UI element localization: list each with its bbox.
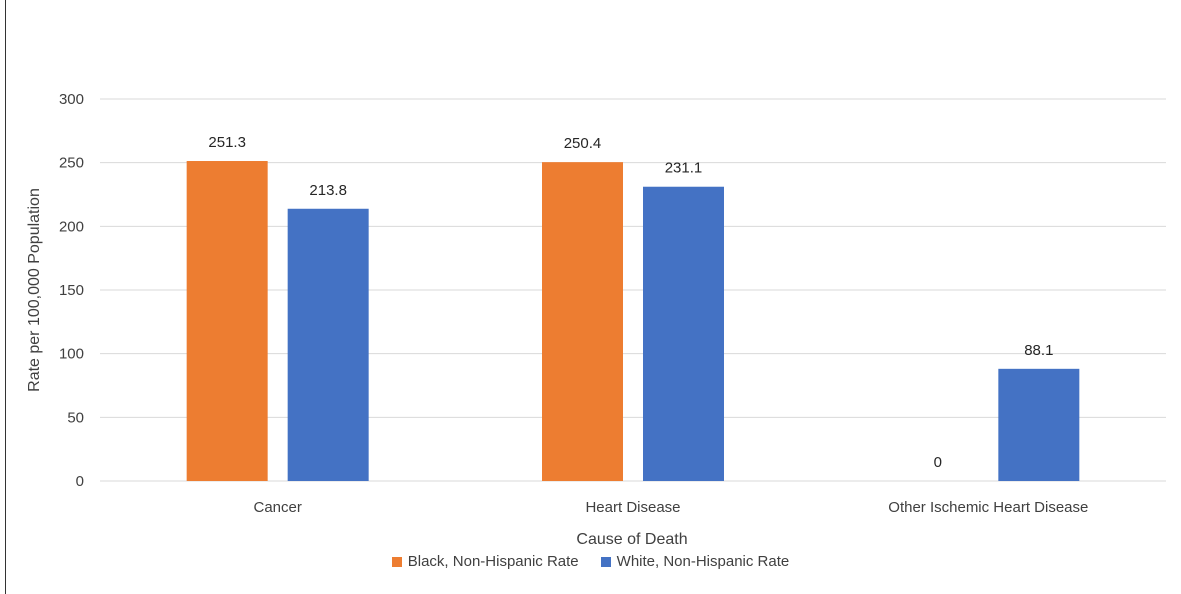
data-label: 250.4 xyxy=(564,135,602,152)
data-label: 88.1 xyxy=(1024,342,1053,359)
y-tick-label: 100 xyxy=(59,346,84,363)
y-tick-label: 300 xyxy=(59,91,84,108)
x-tick-label: Heart Disease xyxy=(585,499,680,516)
x-tick-label: Other Ischemic Heart Disease xyxy=(888,499,1088,516)
y-tick-label: 50 xyxy=(67,409,84,426)
legend-label-black: Black, Non-Hispanic Rate xyxy=(407,553,579,570)
x-tick-label: Cancer xyxy=(253,499,301,516)
legend-label-white: White, Non-Hispanic Rate xyxy=(616,553,790,570)
data-label: 0 xyxy=(934,454,942,471)
y-tick-label: 150 xyxy=(59,282,84,299)
y-tick-labels: 0 50 100 150 200 250 300 xyxy=(59,91,84,490)
y-tick-label: 200 xyxy=(59,218,84,235)
data-label: 213.8 xyxy=(309,182,347,199)
bar xyxy=(998,368,1080,481)
left-border-line xyxy=(5,0,6,594)
bar xyxy=(643,186,724,481)
legend-item-black: Black, Non-Hispanic Rate xyxy=(391,553,579,570)
bar xyxy=(186,161,268,481)
y-tick-label: 250 xyxy=(59,155,84,172)
gridlines xyxy=(100,98,1166,482)
legend-item-white: White, Non-Hispanic Rate xyxy=(600,553,790,570)
legend-swatch-white xyxy=(600,556,611,567)
x-axis-title: Cause of Death xyxy=(576,531,687,548)
data-label: 231.1 xyxy=(665,160,703,177)
legend: Black, Non-Hispanic Rate White, Non-Hisp… xyxy=(0,553,1181,570)
y-tick-label: 0 xyxy=(76,473,84,490)
bars xyxy=(186,161,1080,481)
y-axis-title: Rate per 100,000 Population xyxy=(26,188,43,392)
x-tick-labels: Cancer Heart Disease Other Ischemic Heart … xyxy=(253,499,1088,516)
bar xyxy=(542,162,623,481)
bar xyxy=(287,208,369,481)
data-labels: 251.3 213.8 250.4 231.1 0 88.1 xyxy=(208,134,1053,471)
data-label: 251.3 xyxy=(208,134,246,151)
legend-swatch-black xyxy=(391,556,402,567)
